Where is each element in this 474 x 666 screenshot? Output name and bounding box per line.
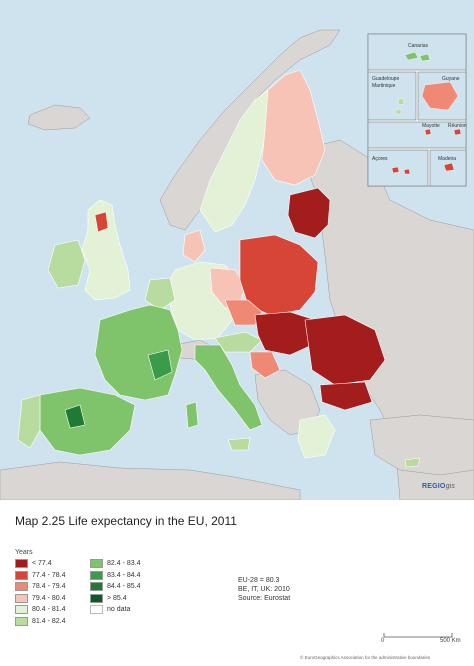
legend-swatch [90,582,103,591]
legend-swatch [15,559,28,568]
legend-label: 83.4 - 84.4 [107,571,141,579]
map-area: Canarias Guadeloupe Martinique Guyane Ma… [0,0,474,500]
ireland-region [47,239,86,289]
legend-item: 79.4 - 80.4 [15,593,65,604]
legend-swatch [90,605,103,614]
note-reference-year: BE, IT, UK: 2010 [238,586,290,593]
inset-label-guyane: Guyane [442,76,460,82]
legend-item: 84.4 - 85.4 [90,581,140,592]
regio-logo-brand: REGIO [422,483,446,490]
legend-item: no data [90,604,130,615]
notes: EU-28 = 80.3 BE, IT, UK: 2010 Source: Eu… [238,576,290,603]
greece-region [297,414,336,459]
legend-swatch [15,605,28,614]
baltic-region [287,187,331,239]
croatia-region [249,351,281,379]
legend-label: < 77.4 [32,560,52,567]
regio-logo: REGIOgis [422,483,455,490]
italy-region [194,344,263,431]
romania-region [304,314,386,386]
scale-bar [383,633,453,638]
legend-label: 77.4 - 78.4 [32,571,66,579]
map-title: Map 2.25 Life expectancy in the EU, 2011 [15,514,237,528]
poland-region [239,234,319,316]
inset-label-martinique: Martinique [372,83,396,89]
finland-region [261,69,326,186]
legend-label: > 85.4 [107,594,127,602]
legend-label: 81.4 - 82.4 [32,617,66,625]
copyright-footer: © EuroGeographics Association for the ad… [300,655,431,660]
scale-label-end: 500 Km [440,638,461,644]
legend-item: < 77.4 [15,558,52,569]
iceland-land [27,104,91,131]
bulgaria-region [319,381,373,411]
legend-label: 78.4 - 79.4 [32,583,66,590]
scale-label-start: 0 [381,638,385,644]
legend-swatch [90,570,103,580]
legend-label: 80.4 - 81.4 [32,606,66,613]
legend-swatch [90,593,103,603]
inset-label-madeira: Madeira [438,156,456,162]
legend-swatch [15,570,28,580]
uk-region [81,199,131,301]
inset-label-acores: Açores [372,156,388,162]
europe-map: Canarias Guadeloupe Martinique Guyane Ma… [0,0,474,500]
inset-label-mayotte: Mayotte [422,123,440,129]
legend-title: Years [15,549,33,556]
legend-item: 83.4 - 84.4 [90,570,140,581]
legend-swatch [15,582,28,591]
turkey-land [369,414,474,476]
portugal-region [17,394,41,449]
legend-item: 82.4 - 83.4 [90,558,140,569]
legend-swatch [15,616,28,626]
legend-label: 82.4 - 83.4 [107,560,141,567]
note-source: Source: Eurostat [238,595,291,602]
spain-central-region [64,404,86,429]
inset-label-reunion: Réunion [448,123,467,129]
sardinia-region [185,401,199,429]
spain-region [39,387,136,456]
france-central-region [147,349,173,381]
legend-item: 77.4 - 78.4 [15,570,65,581]
legend-label: 79.4 - 80.4 [32,594,66,602]
scotland-west-region [94,211,109,233]
legend-swatch [15,593,28,603]
sicily-region [227,437,251,451]
note-eu-average: EU-28 = 80.3 [238,577,280,584]
regio-logo-suffix: gis [445,483,456,490]
north-africa-land [0,461,301,500]
legend-label: no data [107,606,131,613]
inset-label-canarias: Canarias [408,43,429,49]
austria-region [214,331,263,353]
legend-item: 81.4 - 82.4 [15,616,65,627]
inset-panel: Canarias Guadeloupe Martinique Guyane Ma… [367,33,467,187]
legend-item: 78.4 - 79.4 [15,581,65,592]
inset-label-guadeloupe: Guadeloupe [372,76,399,82]
legend-label: 84.4 - 85.4 [107,583,141,590]
cyprus-region [404,457,421,468]
legend-item: > 85.4 [90,593,127,604]
legend-swatch [90,559,103,568]
legend-item: 80.4 - 81.4 [15,604,65,615]
slovakia-hungary-region [254,311,316,356]
benelux-region [144,277,176,311]
denmark-region [182,229,206,263]
